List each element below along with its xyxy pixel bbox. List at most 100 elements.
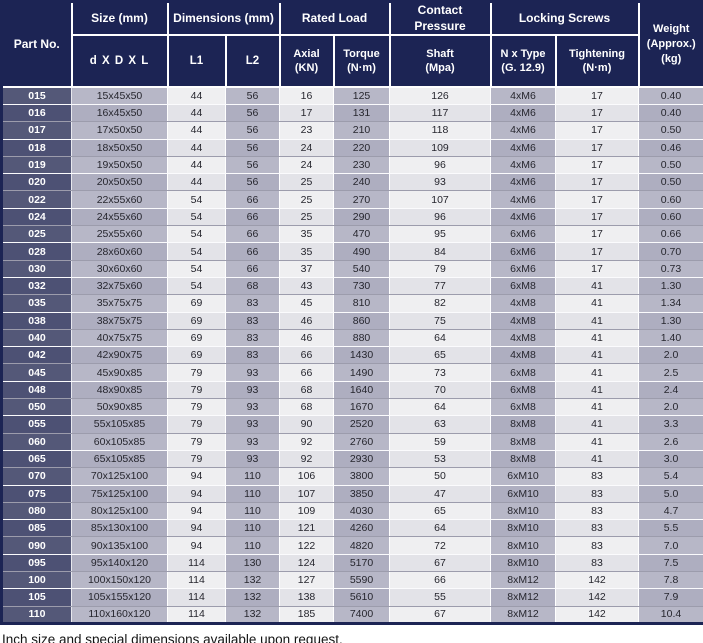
header-torque: Torque (N·m) [332,34,391,89]
spec-cell: 40x75x75 [71,329,168,348]
part-no-cell: 038 [1,312,72,330]
spec-cell: 50 [389,467,491,486]
header-locking-screws-group: Locking Screws [489,0,640,37]
spec-cell: 110x160x120 [71,606,168,624]
header-n-type: N x Type (G. 12.9) [489,34,557,89]
spec-cell: 41 [555,415,639,434]
spec-cell: 24 [279,139,334,157]
spec-cell: 69 [167,346,226,365]
part-no-cell: 048 [1,381,72,400]
spec-cell: 16 [279,87,334,105]
spec-cell: 65 [389,346,491,365]
spec-cell: 41 [555,450,639,469]
header-size-group: Size (mm) [70,0,169,37]
spec-cell: 0.46 [638,139,703,157]
spec-cell: 79 [167,398,226,417]
spec-cell: 54 [167,260,226,278]
spec-cell: 25x55x60 [71,225,168,244]
spec-cell: 1640 [333,381,390,400]
spec-cell: 2.4 [638,381,703,400]
part-no-cell: 020 [1,173,72,192]
spec-cell: 860 [333,312,390,330]
spec-cell: 17 [555,87,639,105]
spec-cell: 110 [225,485,280,503]
spec-cell: 220 [333,139,390,157]
part-no-cell: 025 [1,225,72,244]
spec-cell: 124 [279,554,334,573]
spec-cell: 84 [389,242,491,261]
spec-cell: 68 [225,277,280,296]
spec-cell: 94 [167,502,226,521]
spec-cell: 47 [389,485,491,503]
spec-cell: 70x125x100 [71,467,168,486]
spec-cell: 4030 [333,502,390,521]
part-no-cell: 032 [1,277,72,296]
spec-cell: 44 [167,121,226,140]
spec-cell: 118 [389,121,491,140]
spec-cell: 18x50x50 [71,139,168,157]
spec-cell: 83 [225,346,280,365]
spec-cell: 83 [225,329,280,348]
table-row: 020 20x50x50 44 56 25 240 93 4xM6 17 0.50 [1,173,703,192]
table-row: 090 90x135x100 94 110 122 4820 72 8xM10 83 7.0 [1,536,703,555]
spec-cell: 210 [333,121,390,140]
spec-cell: 110 [225,519,280,538]
part-no-cell: 100 [1,571,72,590]
spec-cell: 8xM8 [490,433,556,451]
spec-cell: 6xM10 [490,467,556,486]
header-weight: Weight (Approx.) (kg) [637,0,703,89]
header-shaft-line2: (Mpa) [425,62,455,75]
part-no-cell: 110 [1,606,72,624]
spec-cell: 17 [555,260,639,278]
spec-cell: 0.40 [638,104,703,123]
spec-cell: 0.73 [638,260,703,278]
spec-cell: 142 [555,588,639,607]
spec-cell: 54 [167,190,226,209]
spec-cell: 2.5 [638,363,703,382]
spec-cell: 54 [167,242,226,261]
spec-cell: 17 [555,121,639,140]
spec-cell: 41 [555,329,639,348]
table-row: 085 85x130x100 94 110 121 4260 64 8xM10 83 5.5 [1,519,703,538]
spec-cell: 69 [167,312,226,330]
spec-cell: 17 [555,208,639,227]
spec-cell: 5610 [333,588,390,607]
spec-cell: 92 [279,433,334,451]
part-no-cell: 095 [1,554,72,573]
spec-cell: 142 [555,571,639,590]
spec-cell: 5170 [333,554,390,573]
table-row: 016 16x45x50 44 56 17 131 117 4xM6 17 0.40 [1,104,703,123]
header-l2: L2 [224,34,281,89]
spec-cell: 490 [333,242,390,261]
spec-cell: 79 [167,415,226,434]
table-row: 017 17x50x50 44 56 23 210 118 4xM6 17 0.50 [1,121,703,140]
spec-cell: 3.3 [638,415,703,434]
spec-cell: 117 [389,104,491,123]
spec-cell: 4xM8 [490,346,556,365]
table-row: 100 100x150x120 114 132 127 5590 66 8xM12 142 7.8 [1,571,703,590]
spec-cell: 72 [389,536,491,555]
spec-cell: 94 [167,519,226,538]
spec-cell: 75 [389,312,491,330]
spec-cell: 23 [279,121,334,140]
part-no-cell: 105 [1,588,72,607]
spec-cell: 8xM12 [490,588,556,607]
table-body: 015 15x45x50 44 56 16 125 126 4xM6 17 0.40 016 16x4… [1,87,703,624]
spec-cell: 92 [279,450,334,469]
header-tightening-line1: Tightening [568,47,625,60]
spec-cell: 100x150x120 [71,571,168,590]
table-row: 040 40x75x75 69 83 46 880 64 4xM8 41 1.40 [1,329,703,348]
spec-cell: 54 [167,225,226,244]
table-row: 060 60x105x85 79 93 92 2760 59 8xM8 41 2.6 [1,433,703,451]
spec-cell: 880 [333,329,390,348]
spec-cell: 17 [279,104,334,123]
spec-cell: 7400 [333,606,390,624]
spec-cell: 114 [167,571,226,590]
spec-cell: 8xM10 [490,519,556,538]
table-row: 075 75x125x100 94 110 107 3850 47 6xM10 83 5.0 [1,485,703,503]
part-no-cell: 060 [1,433,72,451]
spec-cell: 35x75x75 [71,294,168,313]
spec-cell: 2.0 [638,398,703,417]
spec-cell: 121 [279,519,334,538]
spec-cell: 114 [167,588,226,607]
